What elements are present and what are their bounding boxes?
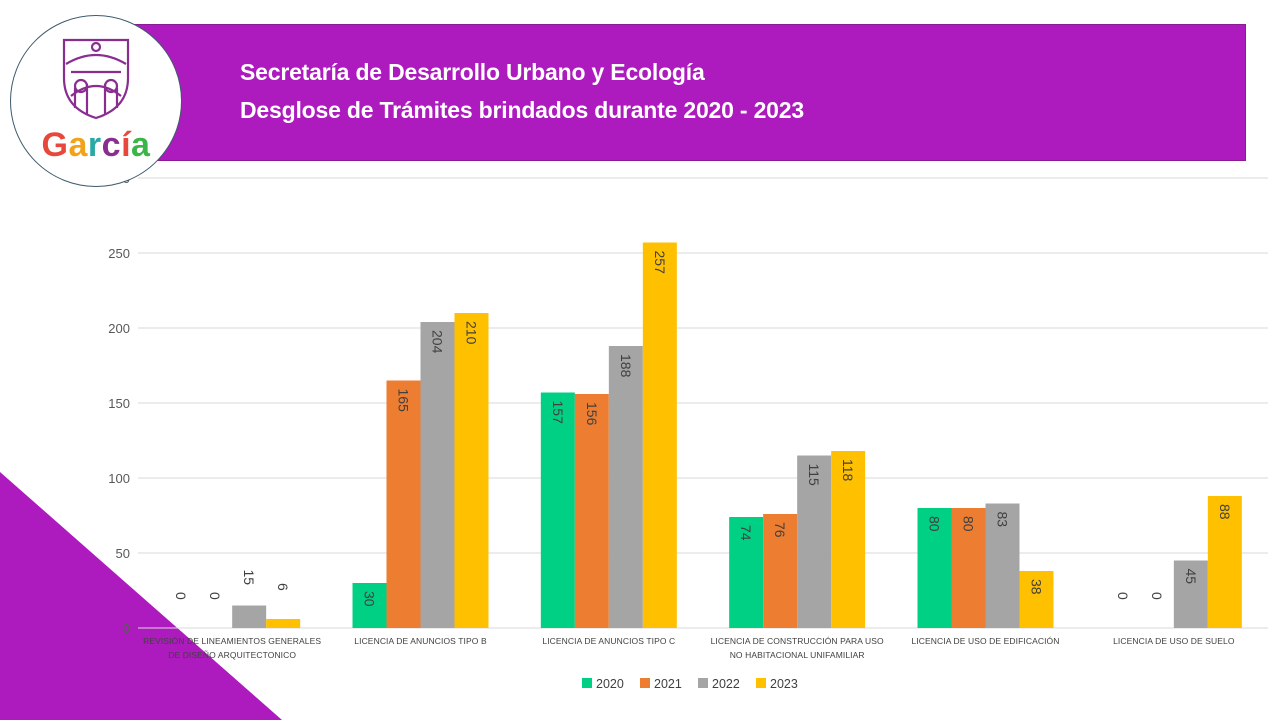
data-label: 0 bbox=[207, 592, 223, 600]
data-label: 210 bbox=[464, 321, 480, 345]
bar-2023 bbox=[1207, 496, 1242, 628]
legend-label: 2020 bbox=[596, 677, 624, 691]
bar-2020 bbox=[917, 508, 952, 628]
data-label: 156 bbox=[584, 402, 600, 426]
data-label: 38 bbox=[1029, 579, 1045, 595]
legend-label: 2023 bbox=[770, 677, 798, 691]
data-label: 0 bbox=[173, 592, 189, 600]
bar-2023 bbox=[266, 619, 301, 628]
data-label: 204 bbox=[430, 330, 446, 354]
bar-2020 bbox=[352, 583, 387, 628]
legend-swatch-2021 bbox=[640, 678, 650, 688]
logo-letter: í bbox=[121, 126, 132, 164]
data-label: 80 bbox=[927, 516, 943, 532]
bar-2022 bbox=[985, 503, 1020, 628]
garcia-logo: García bbox=[10, 15, 182, 187]
data-label: 74 bbox=[738, 525, 754, 541]
data-label: 157 bbox=[550, 401, 566, 425]
bar-2023 bbox=[642, 242, 677, 628]
x-category-label: DE DISEÑO ARQUITECTONICO bbox=[168, 650, 296, 660]
garcia-shield-icon bbox=[62, 38, 130, 120]
data-label: 0 bbox=[1149, 592, 1165, 600]
page-subtitle: Desglose de Trámites brindados durante 2… bbox=[240, 97, 804, 123]
bar-2022 bbox=[232, 605, 267, 628]
data-label: 88 bbox=[1217, 504, 1233, 520]
bar-2021 bbox=[574, 394, 609, 628]
logo-letter: a bbox=[131, 126, 151, 164]
data-label: 30 bbox=[362, 591, 378, 607]
data-label: 6 bbox=[275, 583, 291, 591]
data-label: 0 bbox=[1115, 592, 1131, 600]
x-category-label: REVISIÓN DE LINEAMIENTOS GENERALES bbox=[143, 636, 321, 646]
page-title: Secretaría de Desarrollo Urbano y Ecolog… bbox=[240, 59, 705, 85]
data-label: 83 bbox=[995, 512, 1011, 528]
x-category-label: LICENCIA DE ANUNCIOS TIPO C bbox=[542, 636, 675, 646]
data-label: 76 bbox=[772, 522, 788, 538]
y-tick-label: 150 bbox=[108, 396, 130, 411]
data-label: 257 bbox=[652, 251, 668, 275]
bar-2020 bbox=[729, 517, 764, 628]
header-banner bbox=[128, 24, 1246, 161]
x-category-label: LICENCIA DE USO DE SUELO bbox=[1113, 636, 1235, 646]
bar-2021 bbox=[386, 380, 421, 628]
y-tick-label: 50 bbox=[116, 546, 130, 561]
bar-2021 bbox=[763, 514, 798, 628]
legend-label: 2022 bbox=[712, 677, 740, 691]
legend-swatch-2023 bbox=[756, 678, 766, 688]
bar-2023 bbox=[454, 313, 489, 628]
y-tick-label: 250 bbox=[108, 246, 130, 261]
y-tick-label: 0 bbox=[123, 621, 130, 636]
bar-2023 bbox=[1019, 571, 1054, 628]
logo-letter: c bbox=[101, 126, 122, 164]
x-category-label: LICENCIA DE CONSTRUCCIÓN PARA USO bbox=[711, 636, 884, 646]
x-category-label: NO HABITACIONAL UNIFAMILIAR bbox=[730, 650, 865, 660]
x-category-label: LICENCIA DE ANUNCIOS TIPO B bbox=[354, 636, 487, 646]
x-category-label: LICENCIA DE USO DE EDIFICACIÓN bbox=[912, 636, 1060, 646]
bar-2021 bbox=[951, 508, 986, 628]
legend-label: 2021 bbox=[654, 677, 682, 691]
logo-letter: G bbox=[41, 126, 69, 164]
bar-2023 bbox=[831, 451, 866, 628]
logo-wordmark: García bbox=[11, 126, 181, 165]
data-label: 188 bbox=[618, 354, 634, 378]
data-label: 80 bbox=[961, 516, 977, 532]
data-label: 165 bbox=[396, 389, 412, 413]
legend-swatch-2022 bbox=[698, 678, 708, 688]
data-label: 45 bbox=[1183, 569, 1199, 585]
bar-2022 bbox=[420, 322, 455, 628]
bar-2022 bbox=[1173, 560, 1208, 628]
logo-letter: a bbox=[68, 126, 88, 164]
data-label: 118 bbox=[840, 459, 856, 482]
bar-2020 bbox=[540, 392, 575, 628]
y-tick-label: 100 bbox=[108, 471, 130, 486]
data-label: 115 bbox=[806, 464, 822, 487]
data-label: 15 bbox=[241, 570, 257, 586]
y-tick-label: 200 bbox=[108, 321, 130, 336]
bar-2022 bbox=[608, 346, 643, 628]
logo-letter: r bbox=[87, 126, 102, 164]
bar-2022 bbox=[797, 455, 832, 628]
legend-swatch-2020 bbox=[582, 678, 592, 688]
